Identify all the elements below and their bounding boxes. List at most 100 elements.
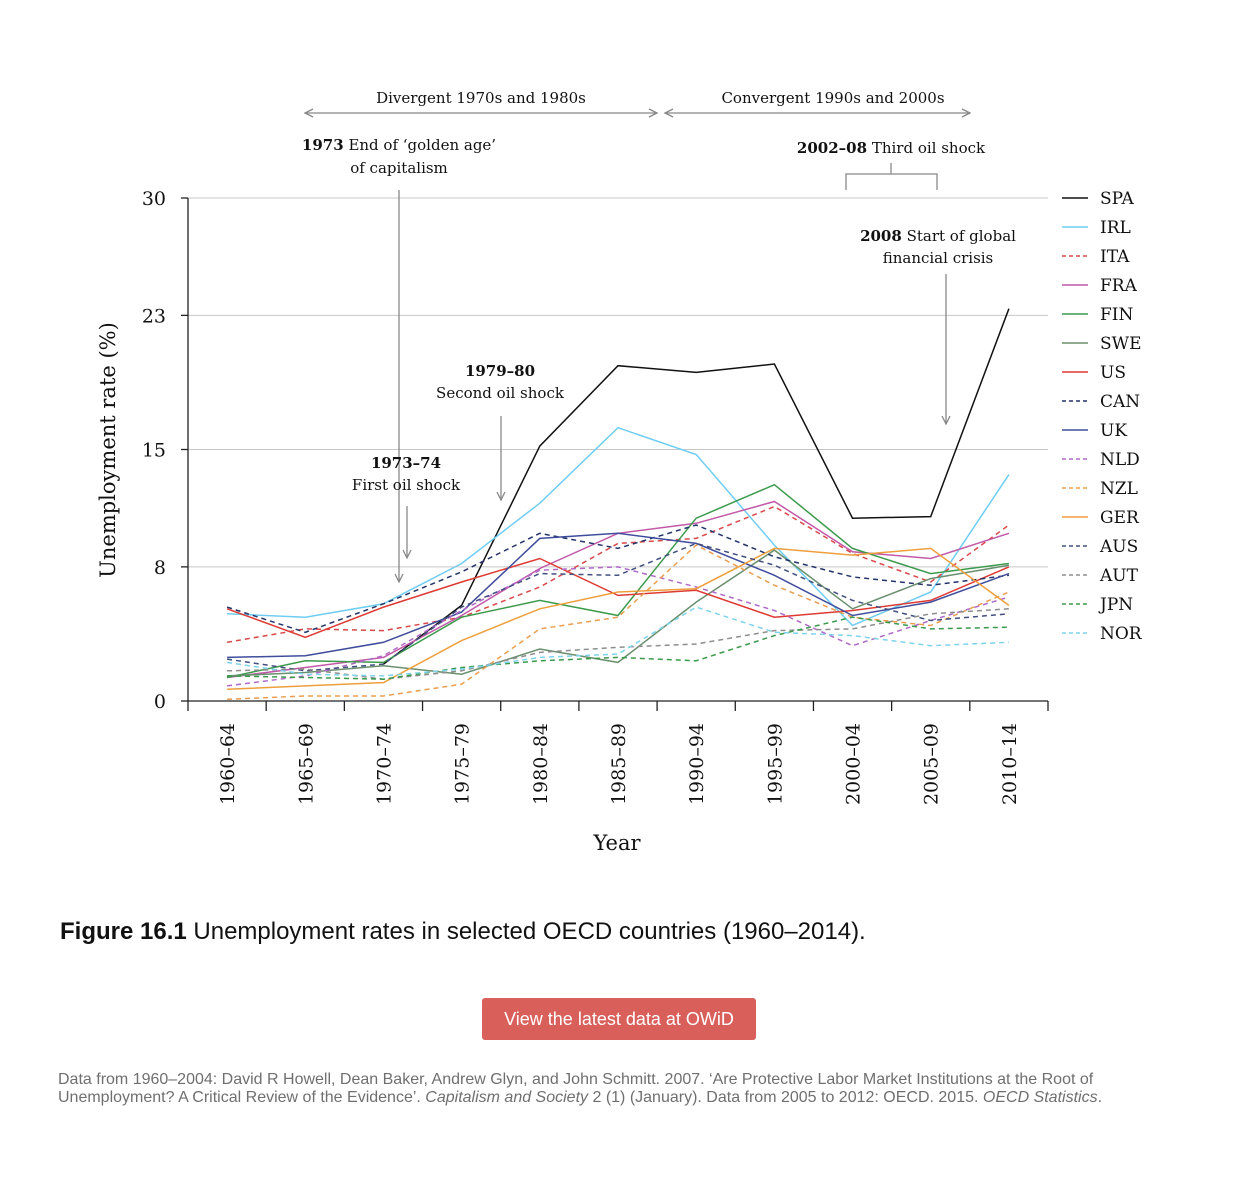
legend-label-uk: UK — [1100, 421, 1127, 441]
series-line-nzl — [227, 544, 1010, 701]
data-point-nor — [383, 675, 385, 677]
data-point-nor — [304, 673, 306, 675]
source-journal: Capitalism and Society — [425, 1089, 589, 1106]
data-point-irl — [695, 454, 697, 456]
data-point-uk — [1008, 573, 1010, 575]
data-point-swe — [539, 648, 541, 650]
data-point-aus — [1008, 613, 1010, 615]
data-point-ita — [1008, 524, 1010, 526]
series-line-spa — [383, 308, 1010, 665]
data-point-fin — [226, 677, 228, 679]
data-point-can — [539, 533, 541, 535]
series-line-us — [226, 557, 1010, 639]
data-point-ita — [304, 628, 306, 630]
data-point-irl — [226, 613, 228, 615]
data-point-jpn — [461, 667, 463, 669]
data-point-nzl — [383, 695, 385, 697]
data-point-jpn — [383, 678, 385, 680]
source-text-2: 2 (1) (January). Data from 2005 to 2012:… — [588, 1089, 983, 1106]
data-point-nzl — [695, 544, 697, 546]
series-line-irl — [227, 426, 1010, 627]
data-point-swe — [617, 662, 619, 664]
x-tick-label: 2010–14 — [999, 723, 1021, 805]
divergent-label: Divergent 1970s and 1980s — [376, 89, 586, 107]
data-point-fra — [1008, 533, 1010, 535]
source-stats: OECD Statistics — [982, 1089, 1098, 1106]
series-line-aut — [227, 608, 1009, 680]
data-point-aut — [1008, 608, 1010, 610]
data-point-fin — [461, 616, 463, 618]
third-oil-shock-annotation: 2002–08 Third oil shock — [797, 139, 986, 157]
y-tick-label: 0 — [154, 691, 166, 713]
series-lines — [226, 308, 1010, 701]
data-point-uk — [461, 611, 463, 613]
third-oil-shock-bracket — [845, 163, 938, 190]
data-point-jpn — [930, 628, 932, 630]
legend-label-irl: IRL — [1100, 218, 1131, 238]
data-point-jpn — [304, 677, 306, 679]
owid-link-button[interactable]: View the latest data at OWiD — [482, 998, 756, 1040]
series-line-swe — [227, 549, 1010, 677]
data-point-nor — [226, 662, 228, 664]
data-point-aus — [695, 543, 697, 545]
data-point-ger — [852, 554, 854, 556]
series-line-fin — [226, 483, 1009, 679]
data-point-aut — [695, 643, 697, 645]
data-point-uk — [539, 538, 541, 540]
series-line-nor — [226, 606, 1009, 677]
data-point-jpn — [1008, 626, 1010, 628]
data-point-nld — [617, 566, 619, 568]
data-point-nor — [852, 635, 854, 637]
data-point-us — [461, 581, 463, 583]
data-point-fin — [1008, 563, 1010, 565]
y-tick-label: 30 — [142, 188, 166, 210]
data-point-nzl — [539, 628, 541, 630]
data-point-aut — [539, 652, 541, 654]
data-point-can — [1008, 574, 1010, 576]
data-point-us — [695, 590, 697, 592]
legend-label-nor: NOR — [1100, 624, 1143, 644]
data-point-fin — [617, 615, 619, 617]
data-point-aus — [226, 658, 228, 660]
source-text-3: . — [1097, 1089, 1103, 1106]
legend-label-nld: NLD — [1100, 450, 1140, 470]
data-point-ita — [539, 586, 541, 588]
data-point-uk — [774, 574, 776, 576]
x-tick-label: 1975–79 — [452, 723, 474, 805]
data-point-ita — [226, 642, 228, 644]
x-tick-label: 1965–69 — [295, 723, 317, 805]
legend-label-spa: SPA — [1100, 189, 1135, 209]
data-point-nor — [617, 653, 619, 655]
series-line-jpn — [227, 616, 1009, 680]
x-tick-label: 2000–04 — [843, 723, 865, 805]
data-point-uk — [383, 642, 385, 644]
x-tick-label: 1970–74 — [373, 723, 395, 805]
data-point-swe — [930, 578, 932, 580]
data-point-nzl — [304, 695, 306, 697]
y-tick-label: 15 — [142, 440, 166, 462]
data-point-fin — [539, 600, 541, 602]
data-point-spa — [461, 605, 463, 607]
data-point-swe — [695, 601, 697, 603]
data-point-can — [304, 631, 306, 633]
data-point-fra — [930, 558, 932, 560]
crisis-annotation-line2: financial crisis — [883, 249, 994, 267]
data-point-ger — [461, 640, 463, 642]
data-point-us — [774, 616, 776, 618]
data-point-nor — [539, 657, 541, 659]
data-point-nor — [930, 645, 932, 647]
data-point-aut — [304, 668, 306, 670]
annotations: Divergent 1970s and 1980s Convergent 199… — [302, 89, 1016, 582]
data-point-nld — [852, 645, 854, 647]
data-point-ita — [695, 538, 697, 540]
data-point-can — [461, 571, 463, 573]
x-tick-label: 2005–09 — [921, 723, 943, 805]
data-point-can — [774, 556, 776, 558]
data-point-can — [383, 603, 385, 605]
data-point-spa — [539, 445, 541, 447]
legend-label-fin: FIN — [1100, 305, 1134, 325]
data-point-us — [226, 608, 228, 610]
source-text-1: Data from 1960–2004: David R Howell, Dea… — [58, 1071, 1094, 1106]
data-point-us — [383, 606, 385, 608]
data-point-us — [539, 558, 541, 560]
